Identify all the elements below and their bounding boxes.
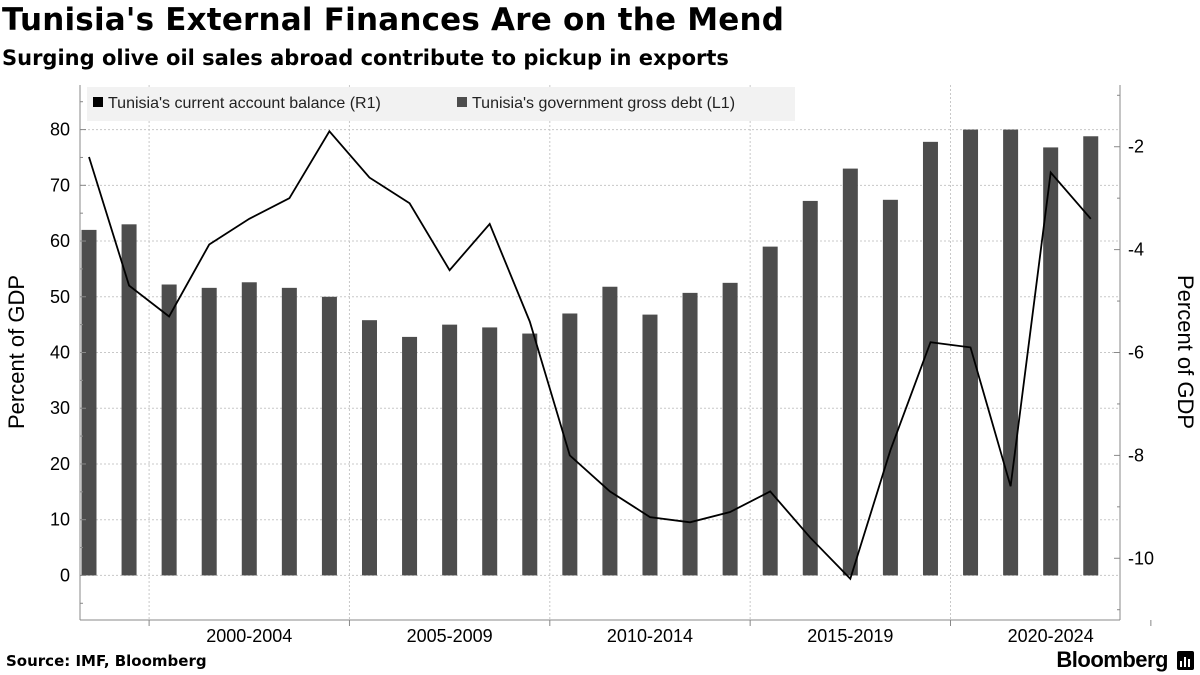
left-tick-label: 80 [50, 120, 70, 140]
axes: 0 10 20 30 40 50 60 70 80 -10 -8 -6 -4 -2 2000-2004 200… [4, 85, 1198, 646]
chart-title: Tunisia's External Finances Are on the M… [2, 2, 785, 38]
legend-swatch-line [93, 97, 103, 107]
debt-bar [682, 292, 698, 576]
left-tick-label: 0 [60, 565, 70, 585]
right-tick-label: -8 [1128, 445, 1144, 465]
bloomberg-chart-icon [1177, 651, 1194, 670]
debt-bar [642, 314, 658, 576]
debt-bar [762, 246, 778, 576]
debt-bar [802, 200, 818, 576]
debt-bar [121, 224, 137, 576]
debt-bar [1043, 147, 1059, 576]
x-tick-label: 2010-2014 [607, 626, 693, 646]
left-tick-label: 20 [50, 454, 70, 474]
debt-bar [522, 333, 538, 576]
debt-bar [922, 141, 938, 576]
debt-bar [1003, 129, 1019, 576]
debt-bar [602, 286, 618, 576]
legend-swatch-bar [457, 97, 467, 107]
debt-bar [722, 282, 738, 576]
right-tick-label: -2 [1128, 137, 1144, 157]
current-account-line [88, 129, 1092, 581]
left-tick-label: 60 [50, 231, 70, 251]
left-tick-label: 70 [50, 175, 70, 195]
right-tick-label: -4 [1128, 240, 1144, 260]
right-tick-label: -6 [1128, 343, 1144, 363]
left-tick-label: 30 [50, 398, 70, 418]
debt-bar [882, 199, 898, 576]
debt-bar [201, 287, 217, 576]
debt-bar [402, 336, 418, 576]
bloomberg-logo: Bloomberg [1056, 647, 1168, 672]
debt-bar [842, 168, 858, 576]
debt-bar [562, 313, 578, 576]
legend-box [87, 87, 795, 121]
debt-bar [321, 296, 337, 576]
current-account-polyline [88, 129, 1092, 581]
chart-subtitle: Surging olive oil sales abroad contribut… [2, 46, 729, 70]
debt-bar [361, 320, 377, 576]
debt-bar [442, 324, 458, 576]
right-axis-title: Percent of GDP [1173, 275, 1198, 429]
x-tick-label: 2020-2024 [1008, 626, 1094, 646]
right-tick-label: -10 [1128, 548, 1154, 568]
x-tick-label: 2015-2019 [807, 626, 893, 646]
left-tick-label: 10 [50, 510, 70, 530]
legend-label-current-account: Tunisia's current account balance (R1) [108, 95, 381, 112]
legend-label-debt: Tunisia's government gross debt (L1) [472, 95, 735, 112]
x-tick-label: 2005-2009 [407, 626, 493, 646]
debt-bar [482, 327, 498, 576]
left-axis-title: Percent of GDP [4, 275, 29, 429]
left-tick-label: 50 [50, 287, 70, 307]
x-tick-label: 2000-2004 [206, 626, 292, 646]
left-tick-label: 40 [50, 343, 70, 363]
source-note: Source: IMF, Bloomberg [6, 652, 207, 670]
debt-bar [281, 287, 297, 576]
debt-bar [161, 284, 177, 576]
debt-bar [963, 129, 979, 576]
legend: Tunisia's current account balance (R1) Tu… [87, 87, 795, 121]
debt-bar [241, 282, 257, 576]
debt-bar [1083, 136, 1099, 576]
debt-bar [81, 229, 97, 576]
